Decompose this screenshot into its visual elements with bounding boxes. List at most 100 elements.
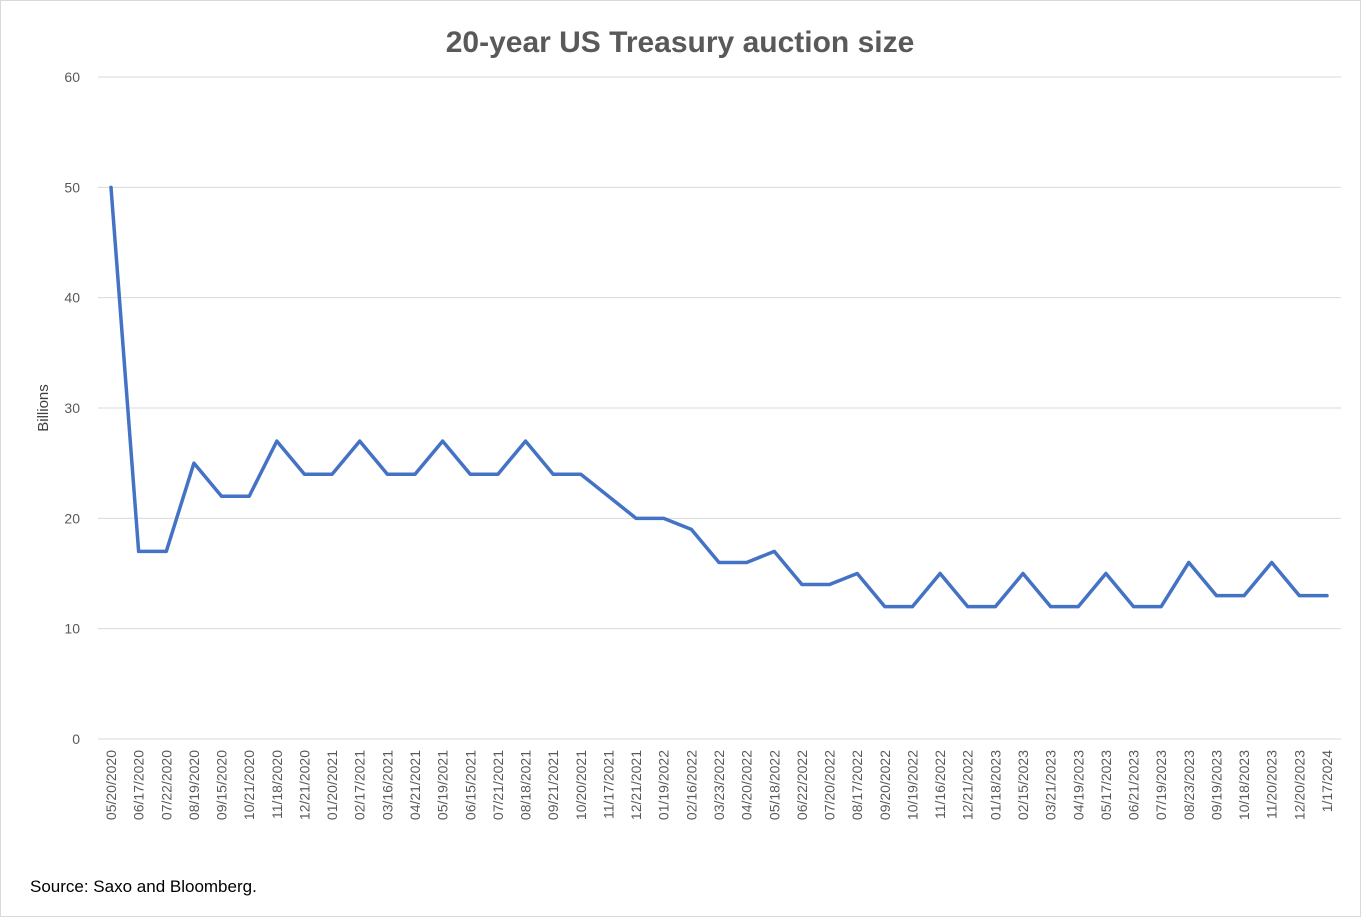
x-tick-label: 01/18/2023 xyxy=(987,750,1003,820)
data-point xyxy=(275,439,279,443)
x-tick-label: 08/18/2021 xyxy=(518,750,534,820)
data-point xyxy=(1076,605,1080,609)
x-tick-label: 06/21/2023 xyxy=(1126,750,1142,820)
x-tick-label: 12/20/2023 xyxy=(1291,750,1307,820)
data-point xyxy=(220,494,224,498)
x-tick-label: 02/15/2023 xyxy=(1015,750,1031,820)
x-tick-label: 12/21/2021 xyxy=(628,750,644,820)
data-point xyxy=(137,549,141,553)
data-point xyxy=(192,461,196,465)
data-point xyxy=(634,516,638,520)
gridlines xyxy=(98,76,1341,740)
data-point xyxy=(662,516,666,520)
chart-title: 20-year US Treasury auction size xyxy=(446,26,915,59)
x-tick-label: 03/21/2023 xyxy=(1043,750,1059,820)
y-tick-label: 10 xyxy=(64,621,80,637)
x-tick-label: 08/19/2020 xyxy=(186,750,202,820)
x-tick-label: 06/22/2022 xyxy=(794,750,810,820)
data-point xyxy=(1159,605,1163,609)
x-tick-label: 11/17/2021 xyxy=(600,750,616,819)
data-point xyxy=(579,472,583,476)
data-point xyxy=(938,572,942,575)
data-point xyxy=(800,583,804,587)
x-tick-label: 01/20/2021 xyxy=(324,750,340,820)
series xyxy=(109,185,1329,609)
data-point xyxy=(441,439,445,443)
data-point xyxy=(717,560,721,564)
y-tick-label: 20 xyxy=(64,510,80,526)
data-point xyxy=(385,472,389,476)
data-point xyxy=(551,472,555,476)
x-tick-label: 07/19/2023 xyxy=(1153,750,1169,820)
data-point xyxy=(855,572,859,575)
x-tick-label: 09/20/2022 xyxy=(877,750,893,820)
data-point xyxy=(1270,560,1274,564)
x-tick-label: 1/17/2024 xyxy=(1319,750,1335,812)
x-tick-label: 03/16/2021 xyxy=(379,750,395,820)
data-point xyxy=(1242,594,1246,598)
y-tick-label: 0 xyxy=(72,731,80,747)
x-tick-label: 06/17/2020 xyxy=(131,750,147,820)
x-tick-label: 08/17/2022 xyxy=(849,750,865,820)
data-point xyxy=(1325,594,1329,598)
y-axis-ticks: 0 10 20 30 40 50 60 xyxy=(64,69,80,747)
x-tick-label: 02/17/2021 xyxy=(352,750,368,820)
x-tick-label: 09/15/2020 xyxy=(214,750,230,820)
data-point xyxy=(1132,605,1136,609)
x-tick-label: 10/18/2023 xyxy=(1236,750,1252,820)
data-point xyxy=(358,439,362,443)
x-axis-ticks: 05/20/2020 06/17/2020 07/22/2020 08/19/2020… xyxy=(103,750,1335,820)
data-point xyxy=(109,185,113,189)
data-point xyxy=(302,472,306,476)
x-tick-label: 10/21/2020 xyxy=(241,750,257,820)
data-point xyxy=(883,605,887,609)
data-point xyxy=(993,605,997,609)
y-axis-label: Billions xyxy=(35,384,52,432)
x-tick-label: 10/19/2022 xyxy=(904,750,920,820)
x-tick-label: 11/20/2023 xyxy=(1264,750,1280,819)
y-tick-label: 50 xyxy=(64,179,80,195)
x-tick-label: 05/17/2023 xyxy=(1098,750,1114,820)
series-line xyxy=(109,185,1329,609)
data-point xyxy=(966,605,970,609)
x-tick-label: 01/19/2022 xyxy=(656,750,672,820)
x-tick-label: 04/19/2023 xyxy=(1070,750,1086,820)
data-point xyxy=(910,605,914,609)
y-tick-label: 40 xyxy=(64,290,80,306)
data-point xyxy=(524,439,528,443)
source-note: Source: Saxo and Bloomberg. xyxy=(30,877,257,896)
y-tick-label: 30 xyxy=(64,400,80,416)
data-point xyxy=(164,549,168,553)
data-point xyxy=(745,560,749,564)
x-tick-label: 07/21/2021 xyxy=(490,750,506,820)
data-point xyxy=(1214,594,1218,598)
data-point xyxy=(330,472,334,476)
data-point xyxy=(606,494,610,498)
data-point xyxy=(1187,560,1191,564)
x-tick-label: 07/20/2022 xyxy=(822,750,838,820)
x-tick-label: 05/19/2021 xyxy=(435,750,451,820)
data-point xyxy=(247,494,251,498)
x-tick-label: 12/21/2020 xyxy=(296,750,312,820)
x-tick-label: 05/18/2022 xyxy=(766,750,782,820)
x-tick-label: 04/21/2021 xyxy=(407,750,423,820)
data-point xyxy=(496,472,500,476)
x-tick-label: 11/16/2022 xyxy=(932,750,948,819)
data-point xyxy=(772,549,776,553)
x-tick-label: 10/20/2021 xyxy=(573,750,589,820)
x-tick-label: 09/21/2021 xyxy=(545,750,561,820)
x-tick-label: 02/16/2022 xyxy=(683,750,699,820)
data-point xyxy=(689,527,693,531)
x-tick-label: 12/21/2022 xyxy=(960,750,976,820)
data-point xyxy=(1297,594,1301,598)
x-tick-label: 03/23/2022 xyxy=(711,750,727,820)
x-tick-label: 08/23/2023 xyxy=(1181,750,1197,820)
x-tick-label: 06/15/2021 xyxy=(462,750,478,820)
x-tick-label: 05/20/2020 xyxy=(103,750,119,820)
y-tick-label: 60 xyxy=(64,69,80,85)
data-point xyxy=(1049,605,1053,609)
x-tick-label: 11/18/2020 xyxy=(269,750,285,819)
data-point xyxy=(468,472,472,476)
x-tick-label: 07/22/2020 xyxy=(158,750,174,820)
